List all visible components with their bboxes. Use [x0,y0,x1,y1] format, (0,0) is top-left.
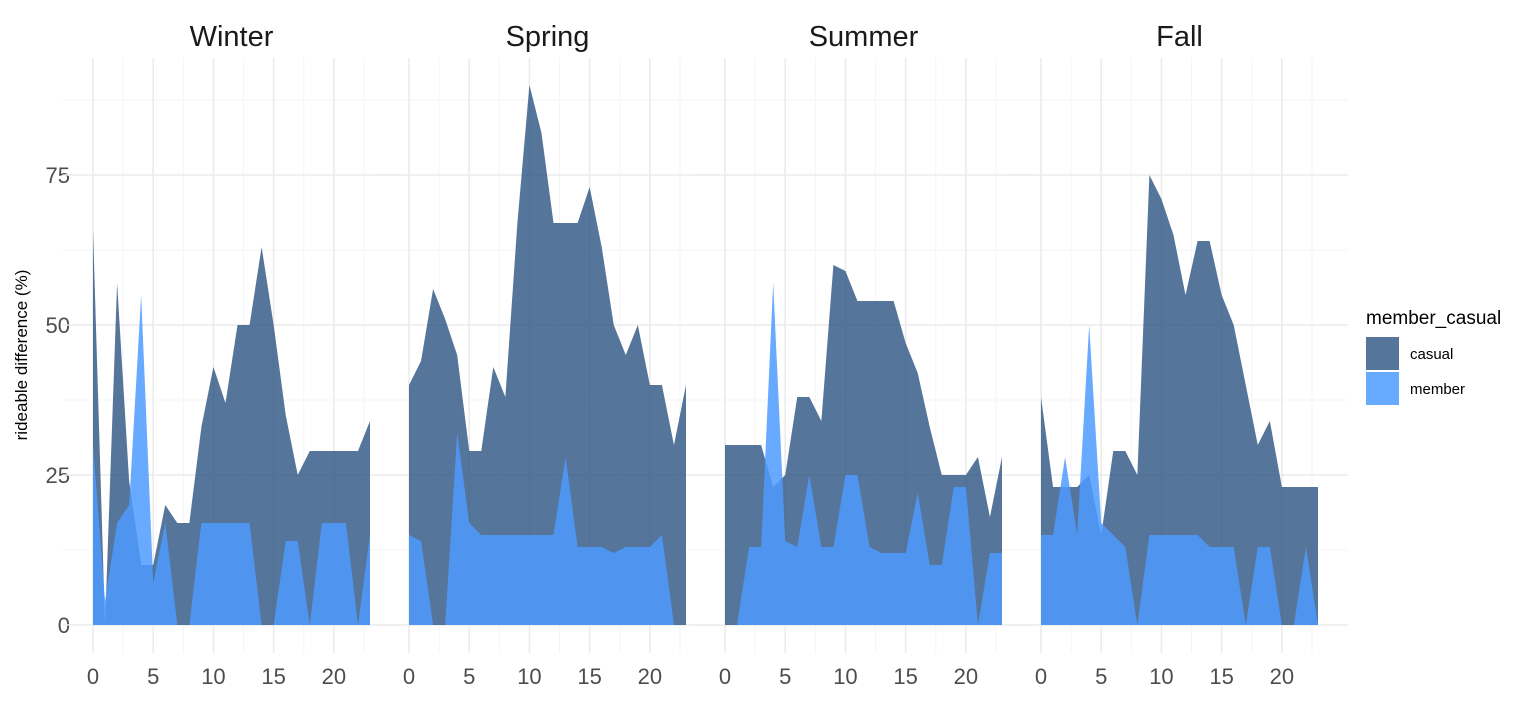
x-tick-label: 10 [201,664,225,689]
x-tick-label: 0 [719,664,731,689]
area-casual-summer [725,265,1002,625]
x-tick-label: 5 [1095,664,1107,689]
x-tick-label: 10 [833,664,857,689]
x-tick-label: 0 [87,664,99,689]
facet-panel-summer: Summer 0 5 10 15 20 [695,21,1032,689]
area-casual-spring [409,85,686,625]
x-tick-label: 20 [1270,664,1294,689]
facet-title: Fall [1156,21,1203,53]
area-casual-winter [93,229,370,625]
facet-title: Winter [190,21,274,53]
x-tick-label: 0 [403,664,415,689]
facet-title: Summer [809,21,919,53]
x-tick-label: 10 [1149,664,1173,689]
x-tick-label: 0 [1035,664,1047,689]
facet-title: Spring [506,21,590,53]
x-tick-label: 20 [322,664,346,689]
x-tick-label: 15 [261,664,285,689]
x-tick-label: 10 [517,664,541,689]
x-tick-label: 20 [954,664,978,689]
area-casual-fall [1041,175,1318,625]
legend-swatch-casual [1366,337,1399,370]
legend-label-casual: casual [1410,346,1453,363]
legend-swatch-member [1366,372,1399,405]
x-tick-label: 15 [577,664,601,689]
area-member-summer [725,283,1002,625]
facet-panel-fall: Fall 0 5 10 15 20 [1011,21,1348,689]
x-tick-label: 5 [779,664,791,689]
x-tick-label: 20 [638,664,662,689]
x-tick-label: 5 [463,664,475,689]
area-member-spring [409,433,686,625]
facet-panel-winter: Winter 0 5 10 15 20 [63,21,400,689]
x-tick-label: 15 [893,664,917,689]
legend-label-member: member [1410,381,1465,398]
facet-panel-spring: Spring 0 5 10 15 20 [379,21,716,689]
area-member-fall [1041,325,1318,625]
x-tick-label: 15 [1209,664,1233,689]
x-tick-label: 5 [147,664,159,689]
legend-title: member_casual [1366,308,1501,329]
y-axis-title: rideable difference (%) [12,270,31,441]
area-member-winter [93,295,370,625]
